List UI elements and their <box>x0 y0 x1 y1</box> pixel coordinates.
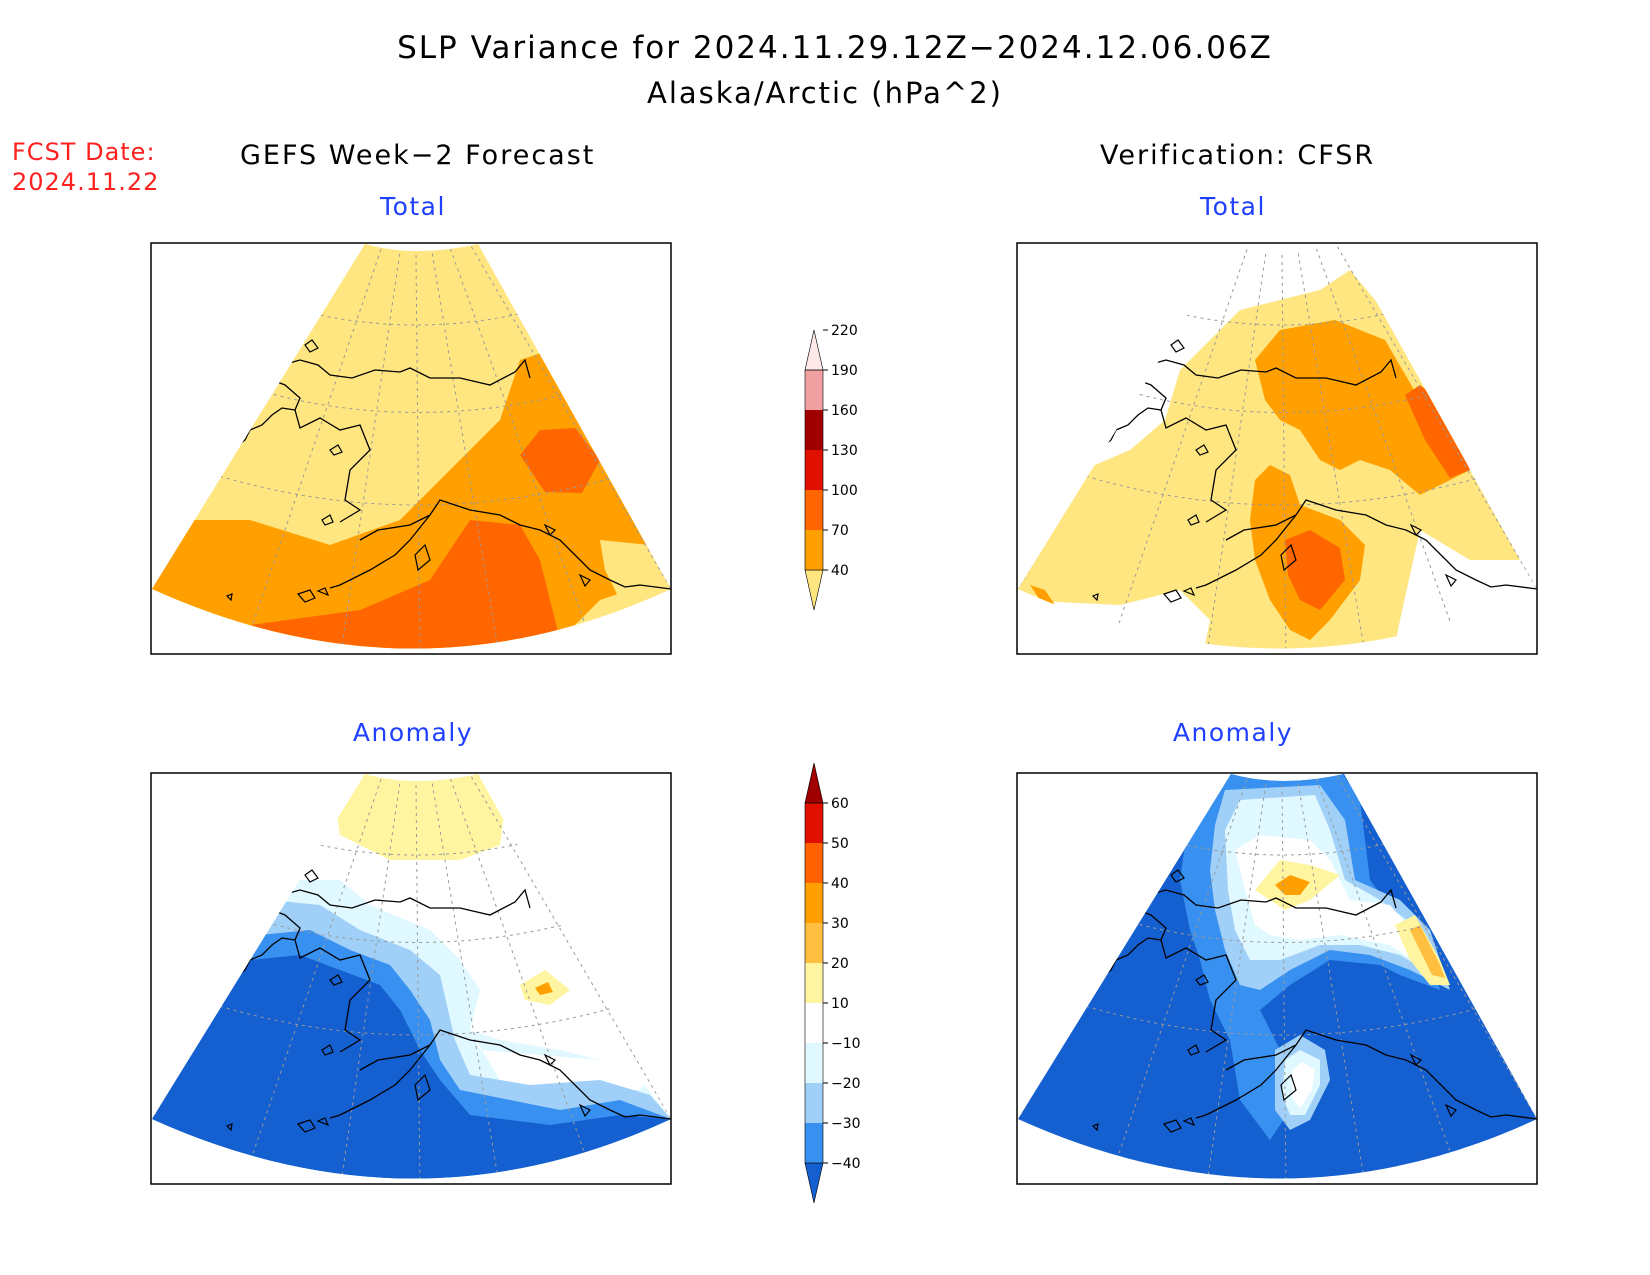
forecast-total-map <box>150 242 672 655</box>
total-colorbar-tick-label: 220 <box>831 323 858 339</box>
anomaly-colorbar-tick-label: −40 <box>831 1156 861 1172</box>
total-colorbar-tick-label: 190 <box>831 363 858 379</box>
total-colorbar-swatch-4 <box>805 410 823 450</box>
anomaly-colorbar-swatch-2 <box>805 1083 823 1123</box>
anomaly-colorbar-swatch-6 <box>805 923 823 963</box>
anomaly-colorbar-tick-label: 60 <box>831 796 849 812</box>
map-subtitle: Alaska/Arctic (hPa^2) <box>647 76 1003 110</box>
total-colorbar-swatch-1 <box>805 530 823 570</box>
anomaly-colorbar-swatch-4 <box>805 1003 823 1043</box>
anomaly-colorbar-swatch-0 <box>804 1162 824 1204</box>
panel-title-verification-total: Total <box>1200 192 1266 221</box>
anomaly-colorbar-swatch-10 <box>804 762 824 804</box>
total-colorbar-swatch-0 <box>804 569 824 611</box>
anomaly-colorbar-swatch-1 <box>805 1123 823 1163</box>
total-colorbar-tick-label: 100 <box>831 483 858 499</box>
right-column-title: Verification: CFSR <box>1100 140 1376 171</box>
anomaly-colorbar-swatch-5 <box>805 963 823 1003</box>
anomaly-colorbar-tick-label: 40 <box>831 876 849 892</box>
anomaly-colorbar-swatch-8 <box>805 843 823 883</box>
anomaly-colorbar: −40 −30 −20 −10 10 20 30 40 50 60 <box>804 762 861 1204</box>
forecast-anomaly-frame <box>150 772 672 1185</box>
forecast-anomaly-map <box>150 772 672 1185</box>
total-colorbar-tick-label: 160 <box>831 403 858 419</box>
total-colorbar-outline <box>804 369 824 571</box>
total-colorbar-swatch-6 <box>804 329 824 371</box>
forecast-total-frame <box>150 242 672 655</box>
anomaly-colorbar-tick-label: 10 <box>831 996 849 1012</box>
left-column-title: GEFS Week−2 Forecast <box>240 140 596 171</box>
anomaly-colorbar-tick-label: 30 <box>831 916 849 932</box>
verification-total-frame <box>1016 242 1538 655</box>
total-colorbar: 40 70 100 130 160 190 220 <box>804 323 858 611</box>
verification-anomaly-map <box>1016 772 1538 1185</box>
forecast-date-value: 2024.11.22 <box>12 168 160 196</box>
verification-total-map <box>1016 242 1538 655</box>
anomaly-colorbar-swatch-7 <box>805 883 823 923</box>
total-colorbar-tick-label: 40 <box>831 563 849 579</box>
panel-title-verification-anomaly: Anomaly <box>1172 718 1294 747</box>
anomaly-colorbar-tick-label: 50 <box>831 836 849 852</box>
panel-title-forecast-anomaly: Anomaly <box>352 718 474 747</box>
forecast-date-label: FCST Date: <box>12 138 156 166</box>
anomaly-colorbar-tick-label: −10 <box>831 1036 861 1052</box>
total-colorbar-swatch-5 <box>805 370 823 410</box>
anomaly-colorbar-swatch-3 <box>805 1043 823 1083</box>
map-title: SLP Variance for 2024.11.29.12Z−2024.12.… <box>397 30 1273 66</box>
total-colorbar-tick-label: 70 <box>831 523 849 539</box>
total-colorbar-swatch-2 <box>805 490 823 530</box>
anomaly-colorbar-swatch-9 <box>805 803 823 843</box>
verification-anomaly-frame <box>1016 772 1538 1185</box>
anomaly-colorbar-tick-label: −30 <box>831 1116 861 1132</box>
anomaly-colorbar-tick-label: 20 <box>831 956 849 972</box>
panel-title-forecast-total: Total <box>380 192 446 221</box>
total-colorbar-tick-label: 130 <box>831 443 858 459</box>
anomaly-colorbar-tick-label: −20 <box>831 1076 861 1092</box>
anomaly-colorbar-outline <box>804 802 824 1164</box>
total-colorbar-swatch-3 <box>805 450 823 490</box>
